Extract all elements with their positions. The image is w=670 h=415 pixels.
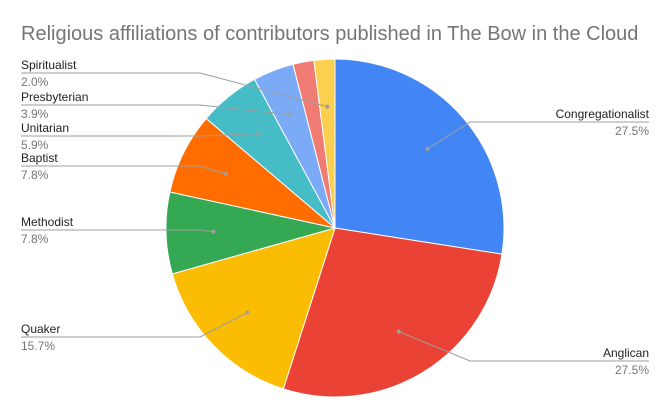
slice-label-presbyterian: Presbyterian [21,90,88,104]
slice-label-congregationalist: Congregationalist [556,107,650,121]
pie-slice-congregationalist [334,58,505,255]
slice-percent-anglican: 27.5% [615,363,649,377]
leader-line-unitarian [21,133,259,137]
pie-slice-quaker [171,227,336,390]
slice-percent-unitarian: 5.9% [21,138,49,152]
pie-slice-spiritualist [313,58,336,229]
slice-percent-methodist: 7.8% [21,232,49,246]
slice-labels: Congregationalist 27.5% Anglican 27.5% Quake… [21,58,650,377]
pie-slices [165,58,505,398]
chart-title: Religious affiliations of contributors p… [21,23,638,45]
leader-line-anglican [398,331,649,362]
slice-label-quaker: Quaker [21,322,60,336]
slice-percent-quaker: 15.7% [21,339,55,353]
slice-percent-spiritualist: 2.0% [21,75,49,89]
slice-percent-baptist: 7.8% [21,168,49,182]
slice-percent-congregationalist: 27.5% [615,124,649,138]
leader-line-quaker [21,312,248,338]
slice-label-spiritualist: Spiritualist [21,58,77,72]
leader-line-congregationalist [427,121,649,150]
slice-label-baptist: Baptist [21,151,58,165]
slice-label-unitarian: Unitarian [21,121,69,135]
leader-line-presbyterian [21,104,291,116]
leader-line-baptist [21,165,227,175]
leader-line-methodist [21,229,214,233]
leader-line-spiritualist [21,72,328,108]
pie-slice-anglican [282,227,503,398]
slice-label-anglican: Anglican [603,346,649,360]
slice-percent-presbyterian: 3.9% [21,107,49,121]
slice-label-methodist: Methodist [21,215,74,229]
